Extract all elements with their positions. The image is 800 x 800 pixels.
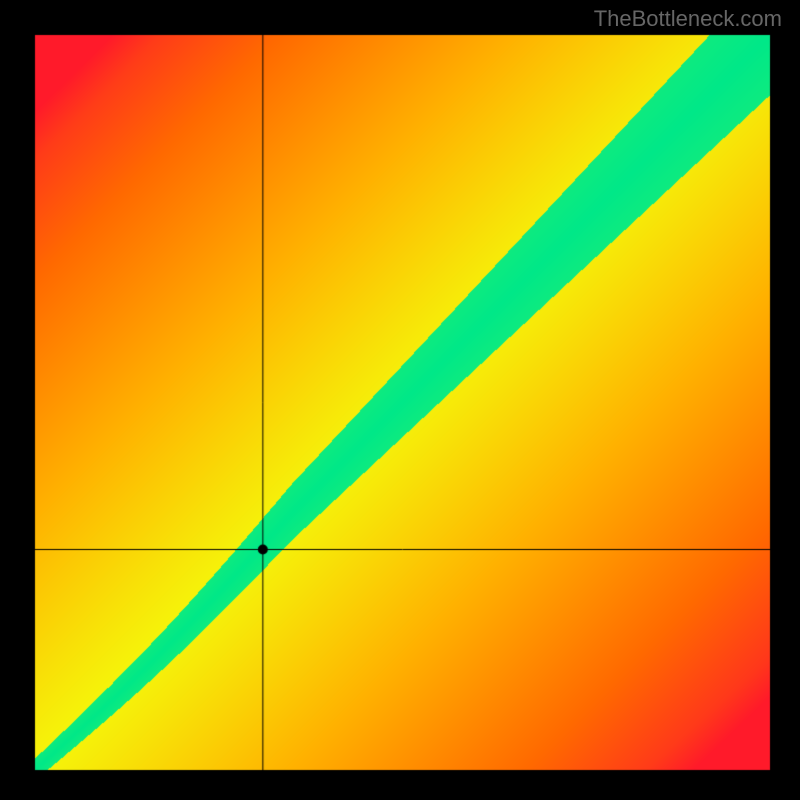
watermark-text: TheBottleneck.com xyxy=(594,6,782,32)
bottleneck-heatmap-chart xyxy=(0,0,800,800)
